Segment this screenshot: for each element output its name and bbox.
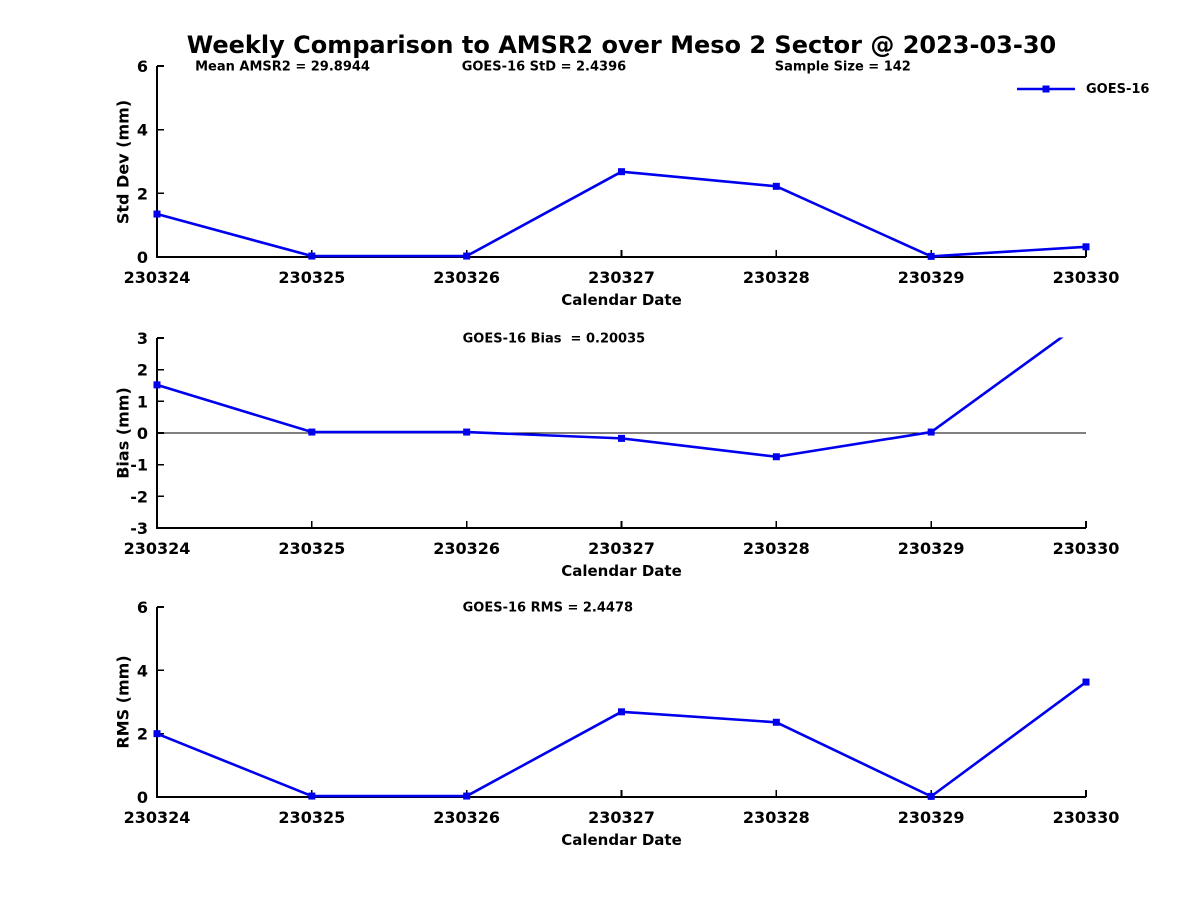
x-tick-label: 230327	[588, 539, 655, 558]
xlabel-bias: Calendar Date	[561, 562, 682, 580]
data-point-marker	[463, 252, 471, 260]
x-tick-label: 230326	[433, 268, 500, 287]
y-tick-label: 3	[137, 329, 148, 348]
data-point-marker	[463, 428, 471, 436]
y-tick-label: -3	[130, 519, 148, 538]
x-tick-label: 230325	[278, 539, 345, 558]
x-tick-label: 230324	[124, 808, 191, 827]
y-tick-label: 4	[137, 661, 148, 680]
subplot-bias: -3 -2 -1 0 1 2 3 230324 230325 230326 230327 230328…	[124, 329, 1120, 558]
data-point-marker	[1082, 243, 1090, 251]
y-tick-label: 1	[137, 392, 148, 411]
x-tick-label: 230330	[1053, 268, 1120, 287]
x-tick-label: 230324	[124, 539, 191, 558]
x-tick-label: 230328	[743, 539, 810, 558]
annotation-sample-size: Sample Size = 142	[774, 59, 911, 75]
x-tick-label: 230328	[743, 808, 810, 827]
data-point-marker	[308, 428, 316, 436]
series-line-GOES-16	[156, 681, 1087, 798]
x-tick-label: 230327	[588, 268, 655, 287]
data-point-marker	[927, 252, 935, 260]
subplot-std-dev: 0 2 4 6 230324 230325 230326 230327 230328 230329…	[124, 57, 1120, 287]
y-tick-label: -1	[130, 456, 148, 475]
data-point-marker	[927, 428, 935, 436]
y-tick-label: 6	[137, 57, 148, 76]
annotation-goes16-bias: GOES-16 Bias = 0.20035	[462, 331, 646, 347]
x-tick-label: 230326	[433, 808, 500, 827]
data-point-marker	[772, 718, 780, 726]
x-tick-label: 230329	[898, 808, 965, 827]
xlabel-std-dev: Calendar Date	[561, 291, 682, 309]
y-tick-label: 6	[137, 598, 148, 617]
data-point-marker	[618, 168, 625, 176]
legend-label: GOES-16	[1086, 81, 1150, 97]
y-tick-label: 0	[137, 424, 148, 443]
x-tick-label: 230325	[278, 808, 345, 827]
data-point-marker	[153, 210, 161, 218]
legend-line-icon	[1017, 85, 1075, 93]
chart-title: Weekly Comparison to AMSR2 over Meso 2 S…	[186, 31, 1057, 59]
xlabel-rms: Calendar Date	[561, 831, 682, 849]
x-tick-label: 230330	[1053, 808, 1120, 827]
subplot-rms: 0 2 4 6 230324 230325 230326 230327 230328 230329…	[124, 598, 1120, 827]
ylabel-bias: Bias (mm)	[113, 387, 133, 479]
annotation-goes16-rms: GOES-16 RMS = 2.4478	[462, 600, 634, 616]
data-point-marker	[153, 381, 161, 389]
data-point-marker	[308, 792, 316, 800]
x-tick-label: 230329	[898, 539, 965, 558]
data-point-marker	[308, 252, 316, 260]
ylabel-std-dev: Std Dev (mm)	[113, 99, 133, 224]
series-line-GOES-16	[156, 170, 1087, 258]
y-tick-label: -2	[130, 487, 148, 506]
y-tick-label: 2	[137, 361, 148, 380]
y-tick-label: 4	[137, 121, 148, 140]
data-point-marker	[618, 434, 625, 442]
annotation-mean-amsr2: Mean AMSR2 = 29.8944	[195, 59, 370, 75]
data-point-marker	[618, 708, 625, 716]
annotation-goes16-std: GOES-16 StD = 2.4396	[461, 59, 627, 75]
data-point-marker	[153, 730, 161, 738]
data-point-marker	[927, 792, 935, 800]
x-tick-label: 230327	[588, 808, 655, 827]
ylabel-rms: RMS (mm)	[113, 655, 133, 749]
y-tick-label: 0	[137, 788, 148, 807]
x-tick-label: 230324	[124, 268, 191, 287]
x-tick-label: 230330	[1053, 539, 1120, 558]
data-point-marker	[1082, 678, 1090, 686]
legend: GOES-16	[1015, 81, 1149, 97]
x-tick-label: 230326	[433, 539, 500, 558]
data-point-marker	[772, 453, 780, 461]
y-tick-label: 0	[137, 248, 148, 267]
x-tick-label: 230325	[278, 268, 345, 287]
y-tick-label: 2	[137, 725, 148, 744]
y-tick-label: 2	[137, 184, 148, 203]
x-tick-label: 230328	[743, 268, 810, 287]
data-point-marker	[772, 182, 780, 190]
x-tick-label: 230329	[898, 268, 965, 287]
data-point-marker	[463, 792, 471, 800]
